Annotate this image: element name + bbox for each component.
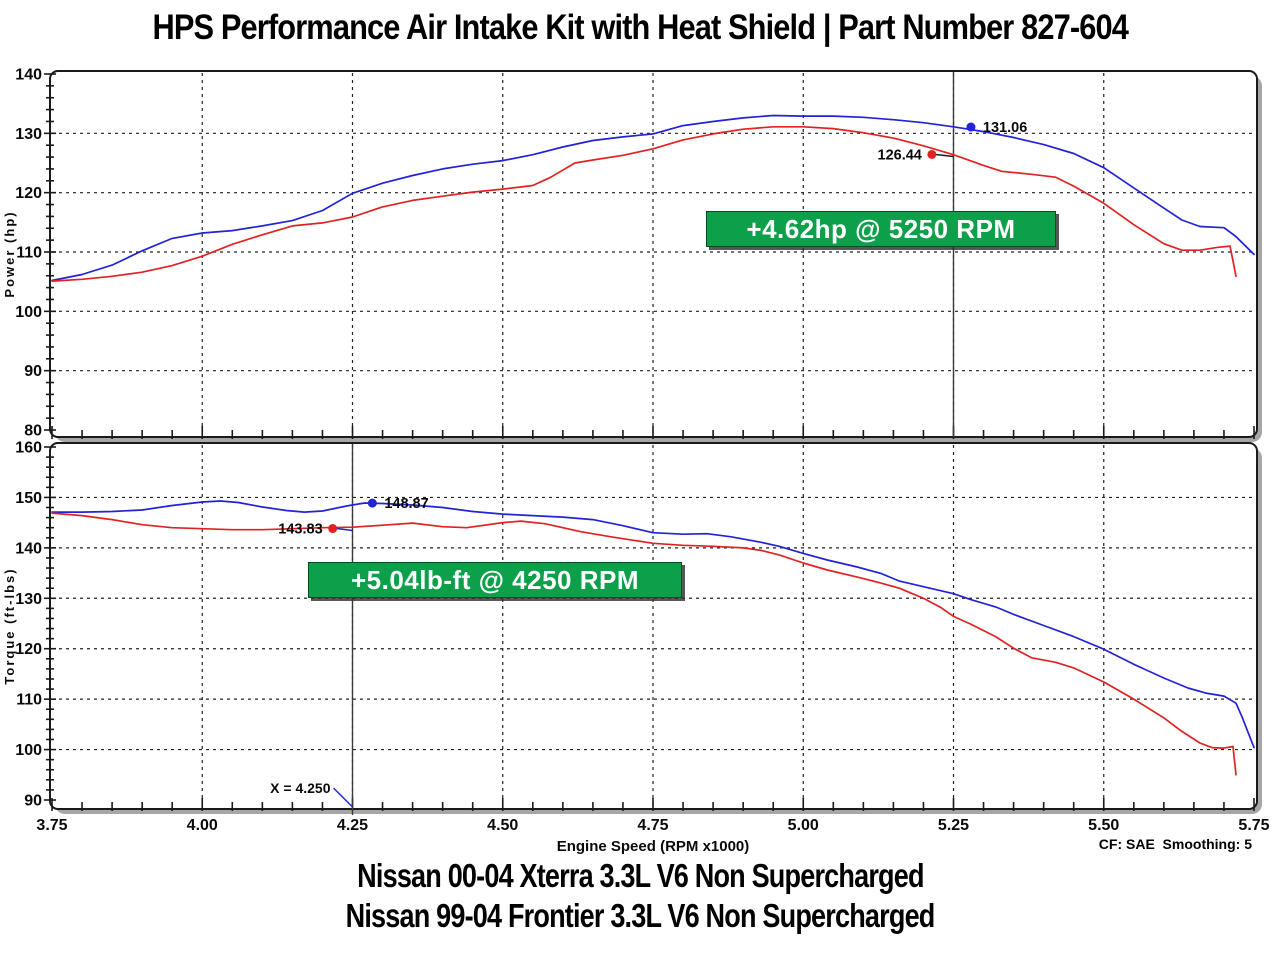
- blue-marker-dot: [367, 498, 377, 508]
- x-tick-label: 5.25: [938, 817, 969, 834]
- page-title: HPS Performance Air Intake Kit with Heat…: [0, 8, 1280, 48]
- cursor-x-label: X = 4.250: [270, 780, 331, 796]
- marker-leader-line: [935, 153, 954, 158]
- x-tick-label: 4.50: [487, 817, 518, 834]
- marker-value-label: 143.83: [278, 522, 322, 538]
- page-title-text: HPS Performance Air Intake Kit with Heat…: [152, 8, 1128, 47]
- marker-value-label: 131.06: [983, 120, 1027, 136]
- x-tick-label: 3.75: [36, 817, 67, 834]
- y-tick-label: 150: [15, 490, 42, 507]
- marker-leader-line: [336, 527, 353, 532]
- x-axis-title: Engine Speed (RPM x1000): [557, 838, 750, 855]
- y-tick-label: 100: [15, 742, 42, 759]
- correction-smoothing-note: CF: SAE Smoothing: 5: [1098, 836, 1252, 852]
- y-axis-title: Torque (ft-lbs): [2, 567, 17, 684]
- x-tick-label: 4.25: [337, 817, 368, 834]
- x-tick-label: 5.50: [1088, 817, 1119, 834]
- y-tick-label: 130: [15, 126, 42, 143]
- cursor-leader-line: [333, 787, 353, 808]
- y-axis-title: Power (hp): [2, 210, 17, 297]
- torque-chart: 160 150 140 130 120 110 100 90 3.75 4.00 4.25 4.50 4…: [2, 440, 1270, 856]
- power-blue-curve: [51, 114, 1255, 282]
- red-marker-dot: [328, 524, 338, 534]
- vehicle-caption-1: Nissan 00-04 Xterra 3.3L V6 Non Supercha…: [356, 857, 924, 894]
- x-tick-label: 5.75: [1238, 817, 1269, 834]
- y-tick-label: 140: [15, 540, 42, 557]
- power-chart: 140 130 120 110 100 90 80 Power (hp) 131.06 126.4…: [2, 67, 1262, 442]
- y-tick-label: 120: [15, 641, 42, 658]
- vehicle-captions: Nissan 00-04 Xterra 3.3L V6 Non Supercha…: [0, 856, 1280, 936]
- power-red-curve: [51, 125, 1237, 282]
- y-tick-label: 140: [15, 67, 42, 84]
- y-tick-label: 100: [15, 304, 42, 321]
- y-tick-label: 90: [24, 793, 42, 810]
- power-gain-annotation: +4.62hp @ 5250 RPM: [706, 211, 1056, 247]
- x-tick-label: 4.75: [637, 817, 668, 834]
- x-tick-label: 5.00: [788, 817, 819, 834]
- y-tick-label: 110: [16, 245, 42, 262]
- y-tick-label: 160: [15, 440, 42, 457]
- y-tick-label: 120: [15, 185, 42, 202]
- red-marker-dot: [927, 149, 937, 159]
- marker-value-label: 148.87: [384, 496, 428, 512]
- torque-blue-curve: [51, 500, 1255, 749]
- y-tick-label: 130: [15, 591, 42, 608]
- marker-value-label: 126.44: [878, 147, 922, 163]
- y-tick-label: 110: [16, 692, 42, 709]
- x-tick-label: 4.00: [187, 817, 218, 834]
- blue-marker-dot: [966, 122, 976, 132]
- y-tick-label: 80: [24, 423, 42, 440]
- y-tick-label: 90: [24, 363, 42, 380]
- torque-red-curve: [51, 512, 1237, 776]
- torque-gain-annotation: +5.04lb-ft @ 4250 RPM: [308, 562, 682, 598]
- vehicle-caption-2: Nissan 99-04 Frontier 3.3L V6 Non Superc…: [345, 897, 936, 934]
